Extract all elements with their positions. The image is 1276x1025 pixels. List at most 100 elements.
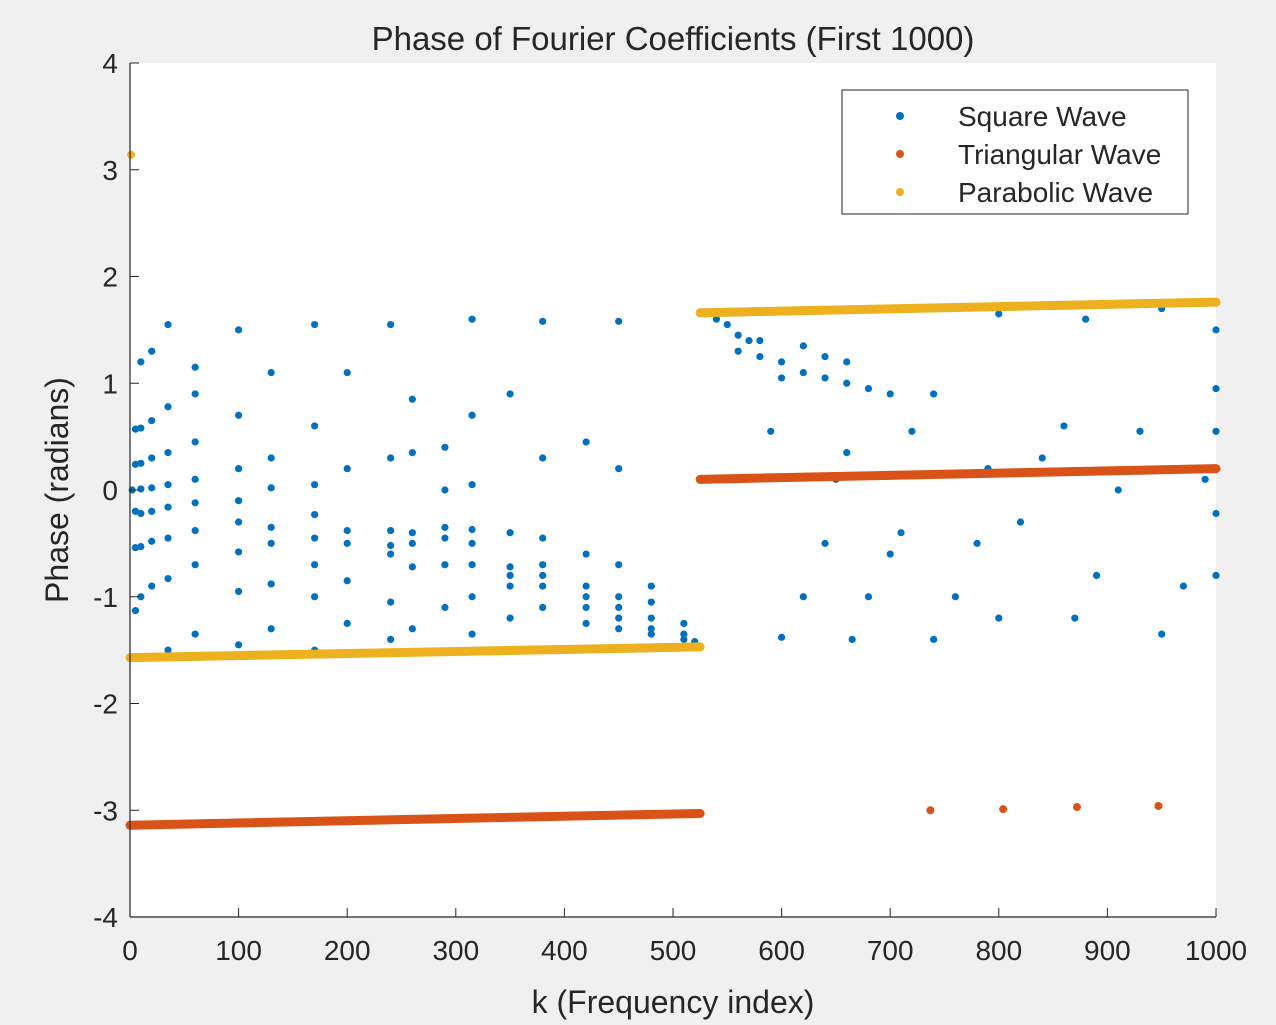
square-wave-point	[148, 484, 156, 492]
square-wave-point	[131, 544, 140, 552]
square-wave-point	[778, 358, 786, 366]
x-tick-label: 700	[867, 935, 914, 966]
square-wave-point	[191, 438, 199, 446]
square-wave-point	[311, 561, 319, 569]
square-wave-point	[734, 331, 742, 339]
square-wave-point	[615, 625, 623, 633]
x-tick-label: 300	[432, 935, 479, 966]
x-tick-label: 500	[650, 935, 697, 966]
y-tick-label: -4	[93, 902, 118, 933]
square-wave-point	[1038, 454, 1046, 462]
square-wave-point	[539, 534, 547, 542]
square-wave-point	[930, 635, 938, 644]
square-wave-point	[468, 561, 476, 569]
square-wave-point	[267, 539, 275, 547]
square-wave-point	[235, 411, 243, 419]
square-wave-point	[131, 460, 140, 468]
square-wave-point	[734, 347, 742, 355]
square-wave-point	[468, 525, 476, 534]
square-wave-point	[311, 534, 319, 542]
square-wave-point	[778, 374, 786, 382]
square-wave-point	[539, 571, 547, 580]
square-wave-point	[615, 561, 623, 569]
parabolic-wave-point-run	[125, 642, 705, 663]
square-wave-point	[408, 449, 416, 457]
square-wave-point	[235, 548, 243, 556]
square-wave-point	[164, 534, 172, 542]
square-wave-point	[745, 336, 753, 345]
square-wave-point	[1212, 384, 1220, 393]
square-wave-point	[843, 379, 851, 387]
square-wave-point	[235, 518, 243, 526]
square-wave-point	[821, 539, 829, 547]
square-wave-point	[468, 593, 476, 601]
square-wave-point	[1212, 509, 1220, 518]
square-wave-point	[582, 593, 590, 601]
square-wave-point	[539, 603, 547, 612]
square-wave-point	[539, 454, 547, 462]
square-wave-point	[408, 539, 416, 547]
square-wave-point	[191, 630, 199, 638]
square-wave-point	[506, 390, 514, 398]
y-axis-label: Phase (radians)	[39, 377, 75, 603]
square-wave-point	[311, 481, 319, 489]
parabolic-wave-point-run	[695, 297, 1221, 318]
x-ticks: 0 100 200 300 400 500 600 700 800 900 1000	[122, 908, 1247, 966]
triangular-wave-point	[926, 806, 935, 815]
square-wave-point	[267, 484, 275, 492]
square-wave-point	[647, 625, 655, 633]
square-wave-point	[131, 607, 140, 615]
square-wave-point	[582, 550, 590, 558]
x-tick-label: 100	[215, 935, 262, 966]
square-wave-point	[506, 571, 514, 580]
square-wave-point	[267, 625, 275, 633]
legend-label-triangular: Triangular Wave	[958, 139, 1161, 170]
square-wave-point	[539, 317, 547, 325]
legend-label-parabolic: Parabolic Wave	[958, 177, 1153, 208]
x-tick-label: 1000	[1185, 935, 1247, 966]
square-wave-point	[615, 593, 623, 601]
legend-marker-parabolic	[896, 188, 904, 196]
square-wave-point	[191, 499, 199, 507]
square-wave-point	[468, 630, 476, 638]
square-wave-point	[191, 526, 199, 535]
square-wave-point	[148, 417, 156, 425]
square-wave-point	[191, 363, 199, 371]
square-wave-point	[148, 454, 156, 462]
square-wave-point	[1179, 582, 1188, 590]
square-wave-point	[311, 422, 319, 430]
square-wave-point	[137, 485, 145, 493]
y-tick-label: 0	[102, 475, 118, 506]
square-wave-point	[408, 529, 416, 537]
square-wave-point	[615, 614, 623, 622]
points-layer	[125, 150, 1221, 830]
square-wave-point	[137, 509, 145, 518]
square-wave-point	[148, 537, 156, 545]
square-wave-point	[506, 582, 514, 590]
square-wave-point	[864, 384, 873, 393]
square-wave-point	[131, 507, 140, 515]
square-wave-point	[647, 582, 655, 590]
square-wave-point	[408, 625, 416, 633]
square-wave-point	[343, 577, 351, 585]
square-wave-point	[164, 575, 172, 583]
square-wave-point	[799, 593, 807, 601]
square-wave-point	[582, 603, 590, 612]
square-wave-point	[767, 427, 775, 435]
x-tick-label: 0	[122, 935, 138, 966]
square-wave-point	[1082, 315, 1090, 323]
square-wave-point	[756, 352, 764, 361]
square-wave-point	[267, 454, 275, 462]
square-wave-point	[235, 326, 243, 334]
square-wave-point	[387, 598, 395, 606]
square-wave-point	[235, 641, 243, 649]
square-wave-point	[1201, 475, 1209, 483]
y-tick-label: -2	[93, 689, 118, 720]
y-tick-label: 2	[102, 262, 118, 293]
square-wave-point	[582, 619, 590, 628]
square-wave-point	[131, 425, 140, 433]
square-wave-point	[267, 368, 275, 377]
square-wave-point	[408, 563, 416, 571]
square-wave-point	[164, 503, 172, 511]
